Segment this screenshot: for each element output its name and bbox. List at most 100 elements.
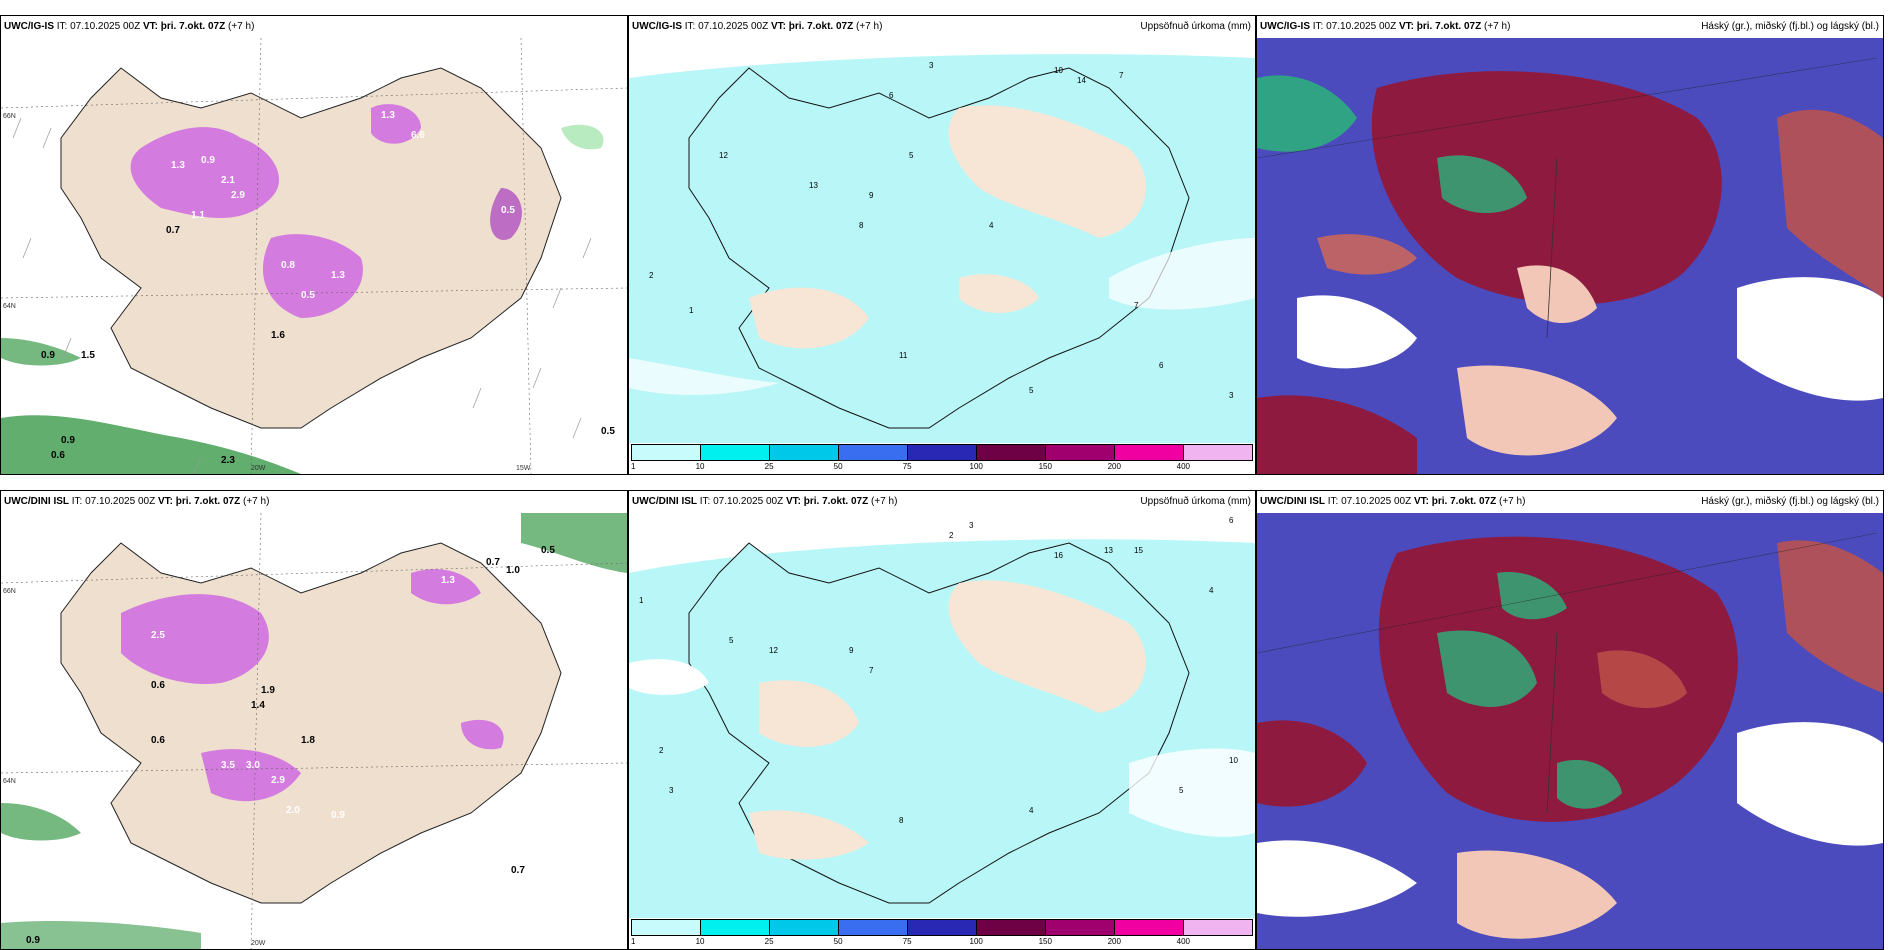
map-panel-dini-weather: UWC/DINI ISL IT: 07.10.2025 00Z VT: þri.… (0, 490, 628, 950)
weather-value: 0.5 (541, 545, 555, 556)
precip-value: 2 (649, 271, 654, 280)
map-panel-igis-precip: UWC/IG-IS IT: 07.10.2025 00Z VT: þri. 7.… (628, 15, 1256, 475)
precip-value: 3 (1229, 391, 1234, 400)
precip-value: 13 (1104, 546, 1113, 555)
grid-label: 64N (3, 778, 16, 785)
colorbar-cell (1184, 445, 1252, 460)
colorbar-label: 50 (833, 462, 843, 471)
panel-header: UWC/IG-IS IT: 07.10.2025 00Z VT: þri. 7.… (1260, 21, 1879, 32)
precip-value: 5 (909, 151, 914, 160)
colorbar-cell (839, 920, 908, 935)
map-panel-dini-cloud: UWC/DINI ISL IT: 07.10.2025 00Z VT: þri.… (1256, 490, 1884, 950)
precip-value: 5 (1029, 386, 1034, 395)
precip-value: 2 (949, 531, 954, 540)
precip-value: 7 (1134, 301, 1139, 310)
colorbar-label: 150 (1038, 462, 1052, 471)
precip-value: 10 (1054, 66, 1063, 75)
panel-header: UWC/IG-IS IT: 07.10.2025 00Z VT: þri. 7.… (4, 21, 255, 32)
precip-value: 16 (1054, 551, 1063, 560)
precip-value: 7 (869, 666, 874, 675)
colorbar-cell (701, 920, 770, 935)
weather-value: 1.0 (506, 565, 520, 576)
precip-value: 8 (899, 816, 904, 825)
weather-value: 2.5 (151, 630, 165, 641)
weather-value: 0.7 (166, 225, 180, 236)
precip-value: 13 (809, 181, 818, 190)
cloud-map (1257, 513, 1883, 949)
colorbar-cell (632, 445, 701, 460)
map-panel-dini-precip: UWC/DINI ISL IT: 07.10.2025 00Z VT: þri.… (628, 490, 1256, 950)
precip-value: 6 (1159, 361, 1164, 370)
weather-value: 0.9 (26, 935, 40, 946)
colorbar-label: 75 (902, 462, 912, 471)
colorbar-cell (770, 445, 839, 460)
precip-value: 3 (969, 521, 974, 530)
precip-value: 6 (889, 91, 894, 100)
weather-value: 1.1 (191, 210, 205, 221)
weather-value: 0.8 (281, 260, 295, 271)
colorbar-label: 50 (833, 937, 843, 946)
panel-header: UWC/DINI ISL IT: 07.10.2025 00Z VT: þri.… (4, 496, 270, 507)
weather-value: 0.6 (151, 680, 165, 691)
colorbar-label: 1 (631, 462, 636, 471)
precip-value: 9 (869, 191, 874, 200)
weather-value: 2.1 (221, 175, 235, 186)
weather-value: 1.4 (251, 700, 265, 711)
colorbar-cell (1115, 445, 1184, 460)
precip-value: 6 (1229, 516, 1234, 525)
weather-value: 1.3 (331, 270, 345, 281)
colorbar-cell (839, 445, 908, 460)
precip-value: 2 (659, 746, 664, 755)
weather-value: 1.8 (301, 735, 315, 746)
weather-value: 1.9 (261, 685, 275, 696)
precip-value: 4 (989, 221, 994, 230)
precip-value: 9 (849, 646, 854, 655)
weather-value: 0.5 (501, 205, 515, 216)
weather-value: 0.9 (331, 810, 345, 821)
weather-value: 3.3 (601, 760, 615, 771)
grid-label: 66N (3, 113, 16, 120)
colorbar-cell (908, 445, 977, 460)
weather-value: 2.0 (286, 805, 300, 816)
precip-value: 3 (669, 786, 674, 795)
colorbar-label: 400 (1176, 937, 1191, 946)
colorbar-cell (632, 920, 701, 935)
weather-value: 1.6 (271, 330, 285, 341)
colorbar-label: 200 (1107, 937, 1121, 946)
colorbar-cell (908, 920, 977, 935)
precip-colorbar: 1 10 25 50 75 100 150 200 400 (629, 444, 1255, 474)
precip-value: 8 (859, 221, 864, 230)
panel-header: UWC/DINI ISL IT: 07.10.2025 00Z VT: þri.… (632, 496, 1251, 507)
weather-value: 0.9 (201, 155, 215, 166)
weather-value: 0.9 (61, 435, 75, 446)
weather-value: 3.5 (221, 760, 235, 771)
panel-header: UWC/IG-IS IT: 07.10.2025 00Z VT: þri. 7.… (632, 21, 1251, 32)
weather-value: 2.3 (221, 455, 235, 466)
weather-value: 0.6 (151, 735, 165, 746)
map-panel-igis-cloud: UWC/IG-IS IT: 07.10.2025 00Z VT: þri. 7.… (1256, 15, 1884, 475)
map-panel-igis-weather: UWC/IG-IS IT: 07.10.2025 00Z VT: þri. 7.… (0, 15, 628, 475)
grid-label: 20W (251, 940, 266, 947)
weather-map: 66N 64N 20W 15W 1.3 0.9 2.1 2.9 0.8 1.3 … (1, 38, 627, 474)
colorbar-label: 1 (631, 937, 636, 946)
grid-label: 20W (251, 465, 266, 472)
weather-value: 0.6 (51, 450, 65, 461)
precip-value: 4 (1209, 586, 1214, 595)
precip-value: 12 (769, 646, 778, 655)
colorbar-cell (701, 445, 770, 460)
precip-value: 5 (1179, 786, 1184, 795)
precip-value: 10 (1229, 756, 1238, 765)
colorbar-label: 150 (1038, 937, 1052, 946)
weather-value: 3.0 (246, 760, 260, 771)
colorbar-cell (770, 920, 839, 935)
precip-value: 1 (639, 596, 644, 605)
colorbar-label: 10 (695, 462, 705, 471)
precip-value: 3 (929, 61, 934, 70)
colorbar-label: 10 (695, 937, 705, 946)
precip-value: 4 (1029, 806, 1034, 815)
weather-value: 1.3 (381, 110, 395, 121)
colorbar-label: 25 (764, 462, 774, 471)
colorbar-label: 100 (969, 937, 983, 946)
precip-value: 1 (689, 306, 694, 315)
panel-header: UWC/DINI ISL IT: 07.10.2025 00Z VT: þri.… (1260, 496, 1879, 507)
